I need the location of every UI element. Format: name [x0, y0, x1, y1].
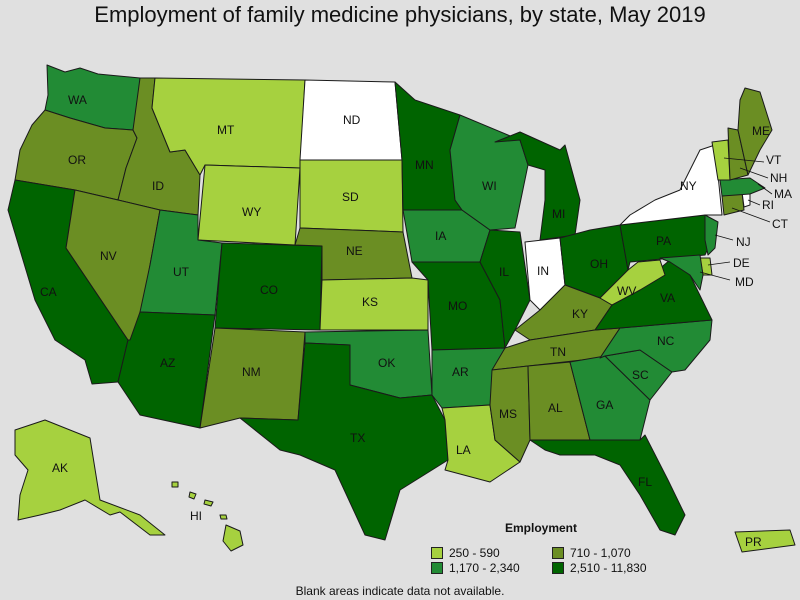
label-CA: CA [40, 285, 57, 299]
label-WA: WA [68, 93, 87, 107]
label-SD: SD [342, 190, 359, 204]
legend-swatch [431, 562, 443, 574]
map-title: Employment of family medicine physicians… [94, 2, 706, 27]
legend-item-bin0: 250 - 590 [431, 546, 500, 560]
label-GA: GA [596, 398, 613, 412]
leader-CT [731, 207, 771, 223]
state-MA [719, 177, 766, 197]
legend-item-bin1: 710 - 1,070 [552, 546, 631, 560]
state-ME [737, 87, 773, 176]
state-AZ [117, 311, 216, 429]
label-MS: MS [499, 407, 517, 421]
legend-label: 250 - 590 [449, 546, 500, 560]
label-CO: CO [260, 283, 278, 297]
label-UT: UT [173, 265, 190, 279]
state-AK [14, 419, 166, 536]
label-MT: MT [217, 123, 235, 137]
state-GA [569, 355, 651, 441]
label-WY: WY [242, 205, 261, 219]
label-NJ: NJ [736, 235, 751, 249]
label-SC: SC [632, 368, 649, 382]
label-LA: LA [456, 443, 471, 457]
state-KS [319, 277, 429, 331]
legend-swatch [552, 562, 564, 574]
label-IN: IN [537, 264, 549, 278]
legend-title: Employment [505, 521, 578, 535]
leader-VT [723, 157, 765, 163]
leader-MD [699, 271, 731, 281]
state-MI [494, 131, 581, 241]
state-NJ [704, 214, 719, 256]
label-FL: FL [638, 475, 652, 489]
legend-item-bin3: 2,510 - 11,830 [552, 561, 647, 575]
legend-item-bin2: 1,170 - 2,340 [431, 561, 520, 575]
label-KY: KY [572, 307, 588, 321]
state-NY [619, 144, 723, 226]
label-IL: IL [499, 265, 509, 279]
label-VA: VA [660, 291, 675, 305]
label-OH: OH [590, 257, 608, 271]
state-IL [479, 229, 531, 349]
footnote: Blank areas indicate data not available. [295, 584, 505, 598]
label-RI: RI [762, 198, 774, 212]
label-AK: AK [52, 461, 68, 475]
label-AL: AL [548, 401, 563, 415]
label-NY: NY [680, 179, 697, 193]
label-NM: NM [242, 365, 261, 379]
label-TN: TN [550, 345, 566, 359]
label-HI: HI [190, 509, 202, 523]
leader-RI [747, 199, 761, 206]
label-MI: MI [552, 207, 565, 221]
label-DE: DE [733, 256, 750, 270]
legend-swatch [552, 547, 564, 559]
label-MD: MD [735, 275, 754, 289]
label-ID: ID [152, 179, 164, 193]
state-WV [599, 259, 666, 306]
label-AZ: AZ [160, 356, 175, 370]
legend-label: 2,510 - 11,830 [570, 561, 647, 575]
state-HI [171, 481, 244, 552]
leader-DE [707, 261, 731, 266]
leader-NJ [714, 234, 734, 241]
label-VT: VT [766, 153, 782, 167]
label-IA: IA [435, 229, 446, 243]
label-MO: MO [448, 299, 467, 313]
label-MN: MN [415, 158, 434, 172]
label-WI: WI [482, 179, 497, 193]
label-ME: ME [752, 124, 770, 138]
label-OR: OR [68, 153, 86, 167]
state-PR [734, 529, 796, 553]
legend-label: 710 - 1,070 [570, 546, 631, 560]
leader-NH [739, 167, 769, 179]
label-OK: OK [378, 356, 395, 370]
state-MD [659, 254, 704, 291]
label-NE: NE [346, 244, 363, 258]
label-NC: NC [657, 334, 675, 348]
label-PR: PR [745, 535, 762, 549]
leader-MA [757, 183, 773, 195]
label-KS: KS [362, 295, 378, 309]
label-WV: WV [617, 284, 636, 298]
label-NV: NV [100, 249, 117, 263]
label-MA: MA [774, 187, 792, 201]
label-AR: AR [452, 365, 469, 379]
state-TX [239, 342, 449, 541]
legend-swatch [431, 547, 443, 559]
label-NH: NH [770, 171, 787, 185]
state-FL [529, 434, 686, 536]
label-TX: TX [350, 431, 365, 445]
label-ND: ND [343, 113, 361, 127]
legend-label: 1,170 - 2,340 [449, 561, 520, 575]
label-CT: CT [772, 217, 789, 231]
label-PA: PA [656, 234, 671, 248]
state-UT [139, 209, 223, 316]
